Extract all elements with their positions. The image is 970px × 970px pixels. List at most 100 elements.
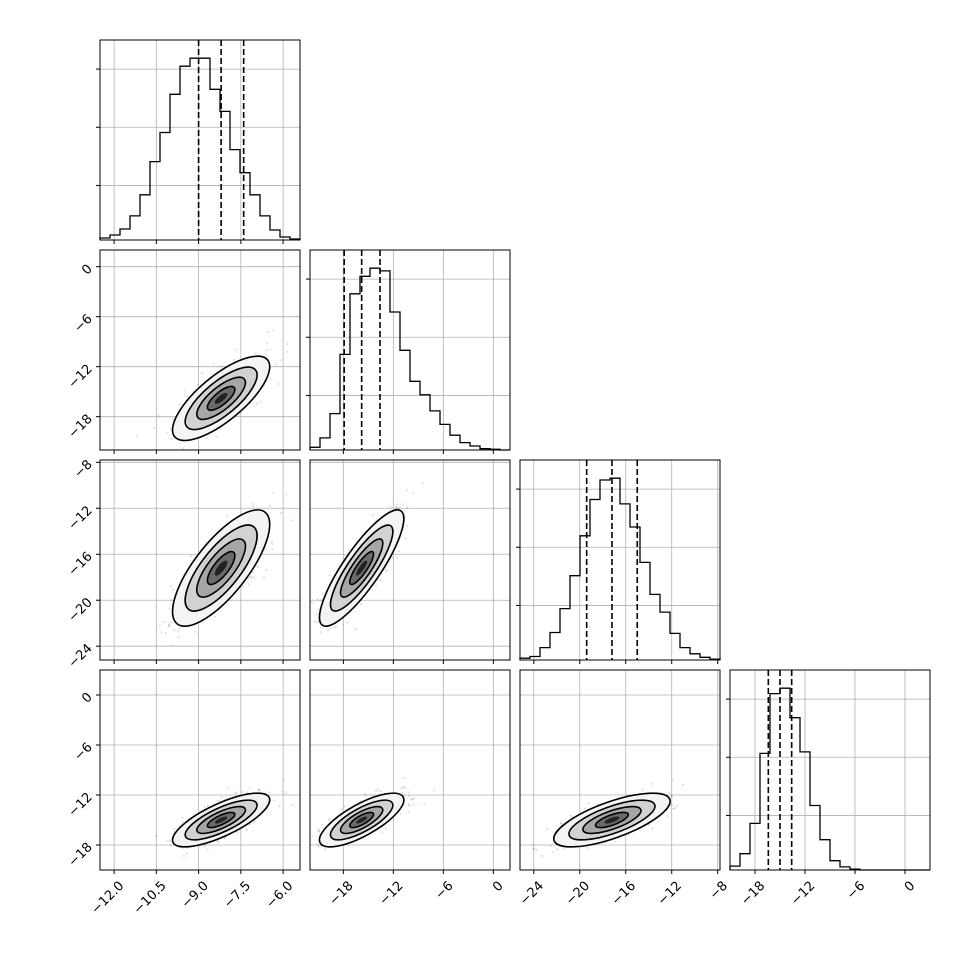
scatter-point [171, 644, 174, 647]
scatter-point [328, 574, 332, 577]
x-tick-label: −12 [377, 879, 407, 909]
scatter-point [285, 493, 288, 496]
panel-frame [99, 249, 301, 451]
x-tick-label: −24 [517, 879, 547, 909]
scatter-point [169, 584, 172, 588]
scatter-point [286, 342, 289, 346]
scatter-point [328, 818, 331, 822]
scatter-point [408, 804, 411, 807]
scatter-point [379, 579, 382, 582]
scatter-point [220, 796, 223, 799]
density-level-4 [214, 816, 228, 824]
scatter-point [155, 835, 158, 838]
scatter-point [272, 329, 275, 332]
contour-line-2 [582, 805, 642, 835]
scatter-point [259, 401, 262, 404]
scatter-point [569, 814, 572, 817]
scatter-point [251, 505, 254, 508]
scatter-point [254, 352, 257, 355]
scatter-point [651, 827, 654, 830]
scatter-point [403, 786, 406, 789]
contour-line-3 [206, 550, 236, 586]
density-level-4 [356, 560, 368, 576]
scatter-point [404, 537, 407, 540]
scatter-point [168, 623, 171, 626]
panel-2-1 [309, 459, 511, 664]
panel-3-1: −18 −12 −6 0 [309, 669, 511, 909]
scatter-point [324, 848, 327, 851]
x-tick-label: −9.0 [179, 879, 212, 912]
scatter-point [675, 804, 678, 807]
scatter-point [219, 365, 222, 368]
scatter-point [233, 358, 236, 362]
scatter-point [681, 783, 685, 787]
contour-line-3 [206, 385, 236, 412]
scatter-point [311, 601, 314, 604]
panel-frame [99, 669, 301, 871]
x-tick-label: −8 [707, 879, 731, 903]
scatter-point [343, 805, 346, 808]
scatter-point [563, 847, 566, 850]
scatter-point [247, 578, 250, 581]
scatter-point [255, 402, 259, 405]
scatter-point [409, 798, 413, 801]
scatter-point [178, 627, 181, 630]
scatter-point [432, 789, 436, 792]
scatter-point [402, 776, 405, 780]
scatter-point [262, 576, 265, 579]
panel-2-0: −24 −20 −16 −12 −8 [66, 457, 301, 671]
scatter-point [255, 565, 258, 568]
scatter-point [280, 511, 283, 515]
scatter-point [316, 843, 319, 846]
scatter-point [258, 788, 261, 791]
x-tick-label: −16 [609, 879, 639, 909]
scatter-point [317, 608, 320, 611]
scatter-point [265, 568, 268, 572]
contour-line-2 [339, 805, 384, 835]
x-tick-label: −6 [432, 879, 456, 903]
scatter-point [670, 795, 674, 798]
contour-line-2 [339, 538, 384, 598]
scatter-point [173, 628, 176, 631]
scatter-point [251, 502, 254, 505]
scatter-point [257, 789, 260, 792]
scatter-point [178, 403, 181, 406]
scatter-point [347, 548, 351, 551]
scatter-point [182, 447, 185, 450]
scatter-point [185, 852, 188, 855]
scatter-point [384, 569, 387, 572]
scatter-point [395, 503, 399, 506]
scatter-point [266, 342, 269, 345]
scatter-point [355, 627, 358, 630]
scatter-point [203, 845, 206, 848]
y-tick-label: −18 [66, 840, 96, 870]
scatter-point [583, 807, 586, 810]
y-tick-label: −6 [71, 312, 95, 336]
x-tick-label: −18 [738, 879, 768, 909]
scatter-point [407, 811, 410, 814]
scatter-point [380, 831, 383, 834]
scatter-point [531, 843, 535, 846]
scatter-point [278, 804, 281, 808]
scatter-point [272, 491, 275, 494]
scatter-point [372, 513, 375, 517]
panel-1-1 [306, 249, 511, 454]
panel-frame [729, 669, 931, 871]
scatter-point [225, 514, 229, 517]
scatter-point [398, 506, 401, 509]
scatter-point [403, 794, 406, 798]
scatter-point [371, 794, 374, 797]
scatter-point [670, 793, 673, 797]
scatter-point [216, 799, 219, 802]
histogram-0 [99, 57, 301, 240]
scatter-point [346, 621, 349, 624]
y-tick-label: −12 [66, 503, 96, 533]
scatter-point [214, 615, 217, 618]
scatter-point [170, 844, 173, 847]
panel-frame [519, 459, 721, 661]
scatter-point [313, 620, 316, 623]
scatter-point [168, 625, 171, 628]
histogram-3 [729, 687, 930, 871]
scatter-point [340, 807, 343, 810]
scatter-point [406, 506, 409, 509]
